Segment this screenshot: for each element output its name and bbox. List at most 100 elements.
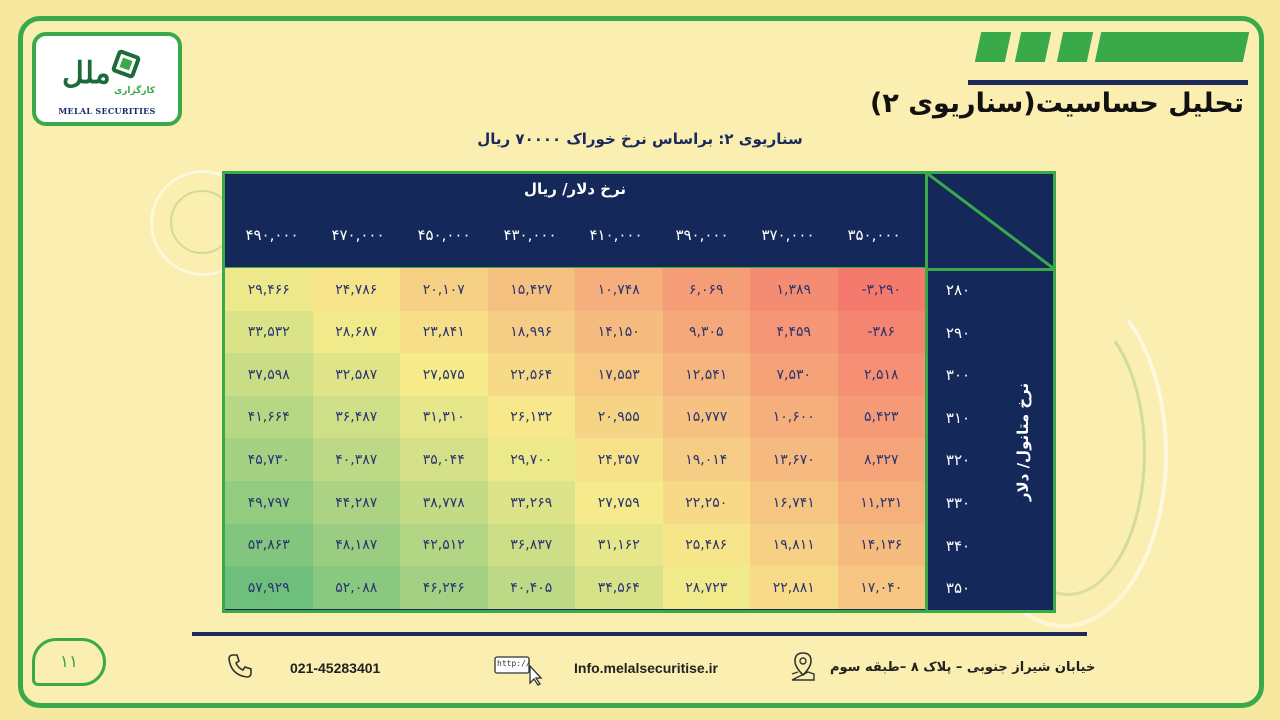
sensitivity-table: نرخ دلار/ ریال نرخ متانول/ دلار ۲۸۰ ۲۹۰ ۳۰… (222, 171, 1056, 613)
table-cell: ۳۴,۵۶۴ (575, 566, 663, 610)
table-cell: ۱۳,۶۷۰ (750, 438, 838, 482)
column-header-area: نرخ دلار/ ریال (225, 174, 925, 268)
column-axis-title: نرخ دلار/ ریال (523, 180, 627, 198)
table-cell: ۵۳,۸۶۳ (225, 523, 313, 567)
table-cell: ۲۰,۹۵۵ (575, 395, 663, 439)
table-cell: ۱۰,۷۴۸ (575, 268, 663, 312)
logo-emblem-icon (111, 49, 141, 79)
table-cell: ۲۶,۱۳۲ (487, 395, 575, 439)
table-cell: ۱۲,۵۴۱ (662, 353, 750, 397)
table-cell: ۹,۳۰۵ (662, 310, 750, 354)
table-cell: ۲۳,۸۴۱ (400, 310, 488, 354)
table-cell: ۱۸,۹۹۶ (487, 310, 575, 354)
web-icon-text: http:// (497, 659, 531, 668)
logo-tag-fa: کارگزاری (114, 86, 156, 96)
page-subtitle: سناریوی ۲: براساس نرخ خوراک ۷۰۰۰۰ ریال (477, 130, 803, 148)
table-cell: ۲۲,۵۶۴ (487, 353, 575, 397)
location-pin-icon (791, 652, 815, 681)
table-cell: ۲۸,۷۲۳ (662, 566, 750, 610)
table-cell: ۲۵,۴۸۶ (662, 523, 750, 567)
table-cell: ۴۶,۲۴۶ (400, 566, 488, 610)
table-cell: -۳,۲۹۰ (837, 268, 925, 312)
row-header: ۳۲۰ (945, 451, 971, 470)
column-header: ۴۱۰,۰۰۰ (589, 226, 643, 244)
decor-ring-right (960, 280, 1168, 628)
table-cell: ۴۱,۶۶۴ (225, 395, 313, 439)
table-cell: ۴۰,۴۰۵ (487, 566, 575, 610)
footer-phone: 021-45283401 (290, 660, 381, 676)
row-header-area: نرخ متانول/ دلار ۲۸۰ ۲۹۰ ۳۰۰ ۳۱۰ ۳۲۰ ۳۳۰ ۳۴۰ ۳۵… (925, 268, 1053, 610)
table-cell: ۱۷,۵۵۳ (575, 353, 663, 397)
table-cell: ۴۴,۲۸۷ (312, 481, 400, 525)
page-number: ۱۱ (32, 638, 106, 686)
table-cell: ۲۷,۷۵۹ (575, 481, 663, 525)
table-cell: ۱۵,۷۷۷ (662, 395, 750, 439)
table-cell: ۲۹,۴۶۶ (225, 268, 313, 312)
table-cell: ۱۷,۰۴۰ (837, 566, 925, 610)
table-cell: ۲۴,۳۵۷ (575, 438, 663, 482)
row-header: ۳۰۰ (945, 366, 971, 385)
table-cell: ۱۵,۴۲۷ (487, 268, 575, 312)
footer-website[interactable]: Info.melalsecuritise.ir (574, 660, 718, 676)
table-cell: ۵,۴۲۳ (837, 395, 925, 439)
decor-ring-right-2 (990, 310, 1146, 596)
row-axis-title-text: نرخ متانول/ دلار (1014, 382, 1032, 502)
company-logo: ملل کارگزاری MELAL SECURITIES (32, 32, 182, 126)
column-header: ۳۵۰,۰۰۰ (847, 226, 901, 244)
table-cell: ۲۸,۶۸۷ (312, 310, 400, 354)
footer-address: خیابان شیراز جنوبی – پلاک ۸ –طبقه سوم (830, 660, 1096, 675)
header-bars (970, 32, 1250, 62)
column-header: ۳۷۰,۰۰۰ (761, 226, 815, 244)
row-header: ۳۳۰ (945, 494, 971, 512)
row-header: ۳۱۰ (945, 408, 971, 427)
row-header: ۳۵۰ (945, 579, 971, 598)
table-cell: ۴,۴۵۹ (750, 310, 838, 354)
table-cell: ۱۱,۲۳۱ (837, 481, 925, 525)
table-cell: ۳۳,۵۳۲ (225, 310, 313, 354)
web-browser-icon (494, 656, 543, 686)
table-cell: ۳۷,۵۹۸ (225, 353, 313, 397)
phone-icon (228, 654, 252, 678)
table-cell: ۱۶,۷۴۱ (750, 481, 838, 525)
table-cell: ۶,۰۶۹ (662, 268, 750, 312)
table-cell: ۱۹,۰۱۴ (662, 438, 750, 482)
table-cell: ۱,۳۸۹ (750, 268, 838, 312)
column-header: ۴۳۰,۰۰۰ (503, 226, 557, 244)
table-cell: ۴۹,۷۹۷ (225, 481, 313, 525)
table-cell: ۷,۵۳۰ (750, 353, 838, 397)
table-cell: ۵۲,۰۸۸ (312, 566, 400, 610)
table-cell: -۳۸۶ (837, 310, 925, 354)
table-cell: ۳۲,۵۸۷ (312, 353, 400, 397)
table-cell: ۴۲,۵۱۲ (400, 523, 488, 567)
table-cell: ۲۴,۷۸۶ (312, 268, 400, 312)
row-header: ۲۸۰ (945, 281, 971, 299)
table-cell: ۲۹,۷۰۰ (487, 438, 575, 482)
table-cell: ۱۴,۱۵۰ (575, 310, 663, 354)
table-cell: ۳۸,۷۷۸ (400, 481, 488, 525)
table-cell: ۳۵,۰۴۴ (400, 438, 488, 482)
table-cell: ۲۷,۵۷۵ (400, 353, 488, 397)
table-cell: ۳۱,۱۶۲ (575, 523, 663, 567)
table-cell: ۲۰,۱۰۷ (400, 268, 488, 312)
table-cell: ۴۰,۳۸۷ (312, 438, 400, 482)
table-cell: ۵۷,۹۲۹ (225, 566, 313, 610)
column-header: ۴۵۰,۰۰۰ (417, 226, 471, 244)
table-cell: ۲,۵۱۸ (837, 353, 925, 397)
row-axis-title: نرخ متانول/ دلار (998, 271, 1048, 613)
table-cell: ۲۲,۲۵۰ (662, 481, 750, 525)
table-cell: ۴۵,۷۳۰ (225, 438, 313, 482)
table-cell: ۱۴,۱۳۶ (837, 523, 925, 567)
corner-diagonal (928, 174, 1053, 268)
column-header: ۴۹۰,۰۰۰ (245, 226, 299, 244)
footer-divider (192, 632, 1087, 636)
row-header: ۲۹۰ (945, 323, 971, 342)
row-header: ۳۴۰ (945, 536, 971, 555)
table-corner (925, 174, 1053, 268)
column-header: ۳۹۰,۰۰۰ (675, 226, 729, 244)
logo-name-en: MELAL SECURITIES (58, 106, 156, 116)
table-cell: ۱۰,۶۰۰ (750, 395, 838, 439)
table-cell: ۱۹,۸۱۱ (750, 523, 838, 567)
table-cell: ۴۸,۱۸۷ (312, 523, 400, 567)
column-header: ۴۷۰,۰۰۰ (331, 226, 385, 244)
page-title: تحلیل حساسیت(سناریوی ۲) (869, 88, 1244, 119)
